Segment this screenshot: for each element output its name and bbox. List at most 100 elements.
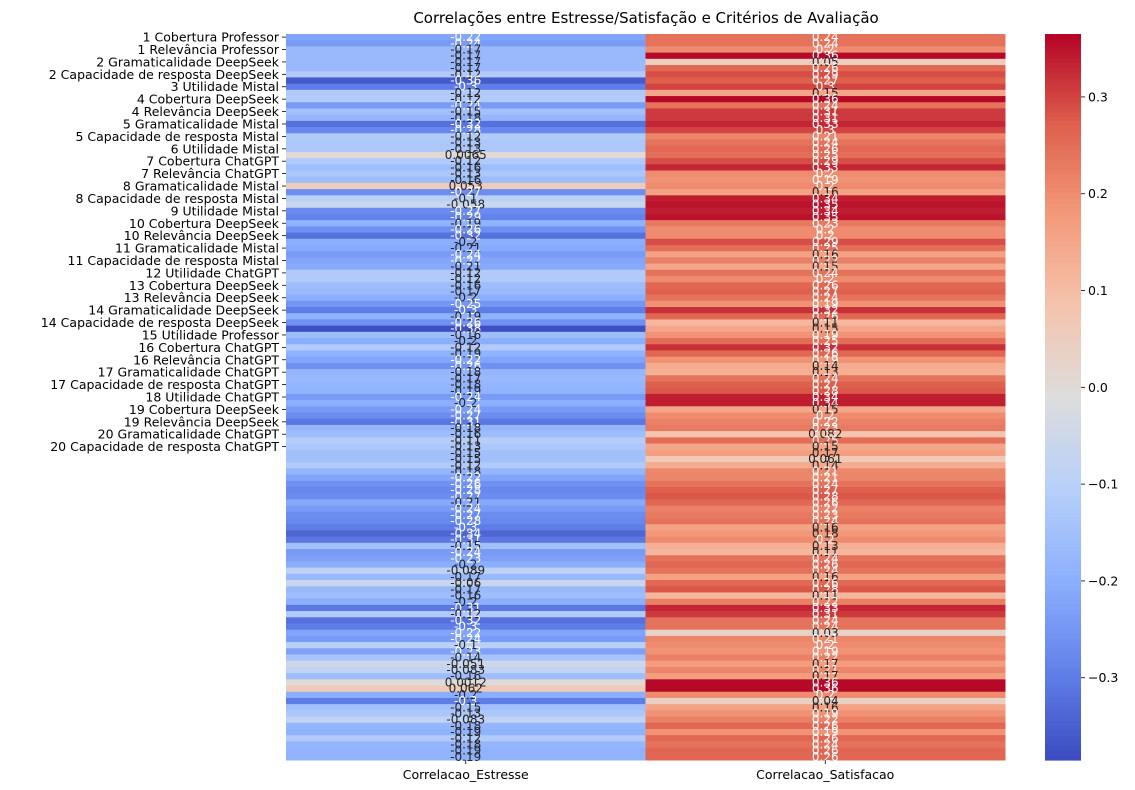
- heatmap-cell: [645, 555, 1006, 562]
- cell-value-label: 0.2: [816, 229, 835, 243]
- heatmap-cell: [286, 207, 646, 215]
- colorbar-segment: [1045, 401, 1081, 408]
- heatmap-cell: [645, 238, 1006, 246]
- colorbar-segment: [1045, 169, 1081, 175]
- colorbar-segment: [1045, 406, 1081, 413]
- cell-value-label: -0.16: [450, 669, 481, 683]
- row-tick-label: 4 Relevância DeepSeek: [132, 104, 280, 119]
- heatmap-cell: [286, 350, 646, 358]
- heatmap-cell: [645, 89, 1006, 97]
- heatmap-cell: [645, 195, 1006, 203]
- heatmap-cell: [645, 722, 1006, 730]
- heatmap-cell: [645, 493, 1006, 500]
- heatmap-cell: [286, 195, 646, 203]
- heatmap-cell: [286, 276, 646, 283]
- cell-value-label: 0.24: [812, 737, 839, 751]
- heatmap-cell: [645, 449, 1006, 457]
- cell-value-label: 0.33: [812, 160, 839, 174]
- heatmap-cell: [286, 170, 646, 178]
- colorbar-segment: [1045, 518, 1081, 524]
- colorbar-segment: [1045, 750, 1081, 756]
- heatmap-cell: [286, 307, 646, 314]
- colorbar-segment: [1045, 677, 1081, 684]
- cell-value-label: 0.24: [812, 98, 839, 112]
- cell-value-label: 0.15: [812, 86, 839, 100]
- cell-value-label: -0.31: [450, 415, 481, 429]
- heatmap-cell: [645, 623, 1006, 631]
- row-tick-label: 8 Capacidade de resposta Mistal: [75, 191, 279, 206]
- cell-value-label: -0.12: [450, 92, 481, 106]
- heatmap-cell: [286, 362, 646, 370]
- cell-value-label: -0.27: [450, 508, 481, 522]
- cell-value-label: 0.32: [812, 340, 839, 354]
- colorbar-segment: [1045, 43, 1081, 50]
- heatmap-cell: [645, 580, 1006, 587]
- colorbar-segment: [1045, 96, 1081, 103]
- heatmap-cell: [645, 176, 1006, 184]
- cell-value-label: 0.24: [812, 136, 839, 150]
- colorbar-segment: [1045, 614, 1081, 621]
- heatmap-cell: [286, 486, 646, 494]
- colorbar-segment: [1045, 285, 1081, 292]
- row-tick-label: 13 Cobertura DeepSeek: [129, 278, 280, 293]
- cell-value-label: 0.34: [812, 390, 839, 404]
- colorbar-segment: [1045, 203, 1081, 209]
- cell-value-label: -0.12: [450, 154, 481, 168]
- cell-value-label: 0.19: [812, 706, 839, 720]
- cell-value-label: 0.31: [812, 111, 839, 125]
- heatmap-cell: [286, 573, 646, 581]
- cell-value-label: 0.2: [816, 179, 835, 193]
- colorbar-tick-label: −0.1: [1088, 477, 1118, 492]
- cell-value-label: -0.26: [450, 222, 481, 236]
- heatmap-cell: [645, 276, 1006, 283]
- cell-value-label: 0.18: [812, 527, 839, 541]
- heatmap-cell: [286, 716, 646, 724]
- heatmap-cell: [645, 344, 1006, 351]
- row-tick-label: 1 Cobertura Professor: [143, 30, 280, 45]
- cell-value-label: -0.24: [450, 98, 481, 112]
- cell-value-label: 0.19: [812, 173, 839, 187]
- colorbar-segment: [1045, 411, 1081, 417]
- heatmap-cell: [286, 580, 646, 587]
- cell-value-label: -0.19: [450, 744, 481, 758]
- heatmap-cell: [645, 561, 1006, 569]
- colorbar-segment: [1045, 242, 1081, 248]
- colorbar-segment: [1045, 53, 1081, 59]
- heatmap-cell: [645, 611, 1006, 618]
- heatmap-cell: [286, 673, 646, 680]
- heatmap-cell: [286, 691, 646, 699]
- cell-value-label: -0.12: [450, 129, 481, 143]
- colorbar-segment: [1045, 687, 1081, 693]
- colorbar-segment: [1045, 82, 1081, 88]
- heatmap-cell: [645, 350, 1006, 358]
- heatmap-cell: [286, 263, 646, 271]
- cell-value-label: -0.083: [446, 663, 485, 677]
- colorbar-segment: [1045, 668, 1081, 674]
- cell-value-label: -0.06: [450, 576, 481, 590]
- heatmap-cell: [645, 468, 1006, 476]
- heatmap-cell: [286, 542, 646, 550]
- cell-value-label: -0.18: [450, 421, 481, 435]
- cell-value-label: 0.24: [812, 30, 839, 44]
- cell-value-label: 0.31: [812, 607, 839, 621]
- cell-value-label: -0.11: [450, 433, 481, 447]
- cell-value-label: 0.25: [812, 241, 839, 255]
- cell-value-label: 0.24: [812, 564, 839, 578]
- heatmap-cell: [645, 338, 1006, 345]
- colorbar-segment: [1045, 343, 1081, 350]
- colorbar-segment: [1045, 319, 1081, 325]
- cell-value-label: -0.17: [450, 582, 481, 596]
- heatmap-cell: [645, 201, 1006, 209]
- heatmap-cell: [645, 716, 1006, 724]
- colorbar-segment: [1045, 682, 1081, 688]
- heatmap-cell: [645, 269, 1006, 277]
- cell-value-label: 0.28: [812, 489, 839, 503]
- colorbar: 0.3 0.2 0.1 0.0 −0.1 −0.2 −0.3: [1045, 34, 1118, 761]
- colorbar-segment: [1045, 629, 1081, 635]
- heatmap-cell: [645, 52, 1006, 60]
- heatmap-cell: [286, 34, 646, 41]
- heatmap-cell: [286, 313, 646, 320]
- colorbar-segment: [1045, 469, 1081, 476]
- heatmap-cell: [645, 654, 1006, 662]
- heatmap-cell: [645, 536, 1006, 544]
